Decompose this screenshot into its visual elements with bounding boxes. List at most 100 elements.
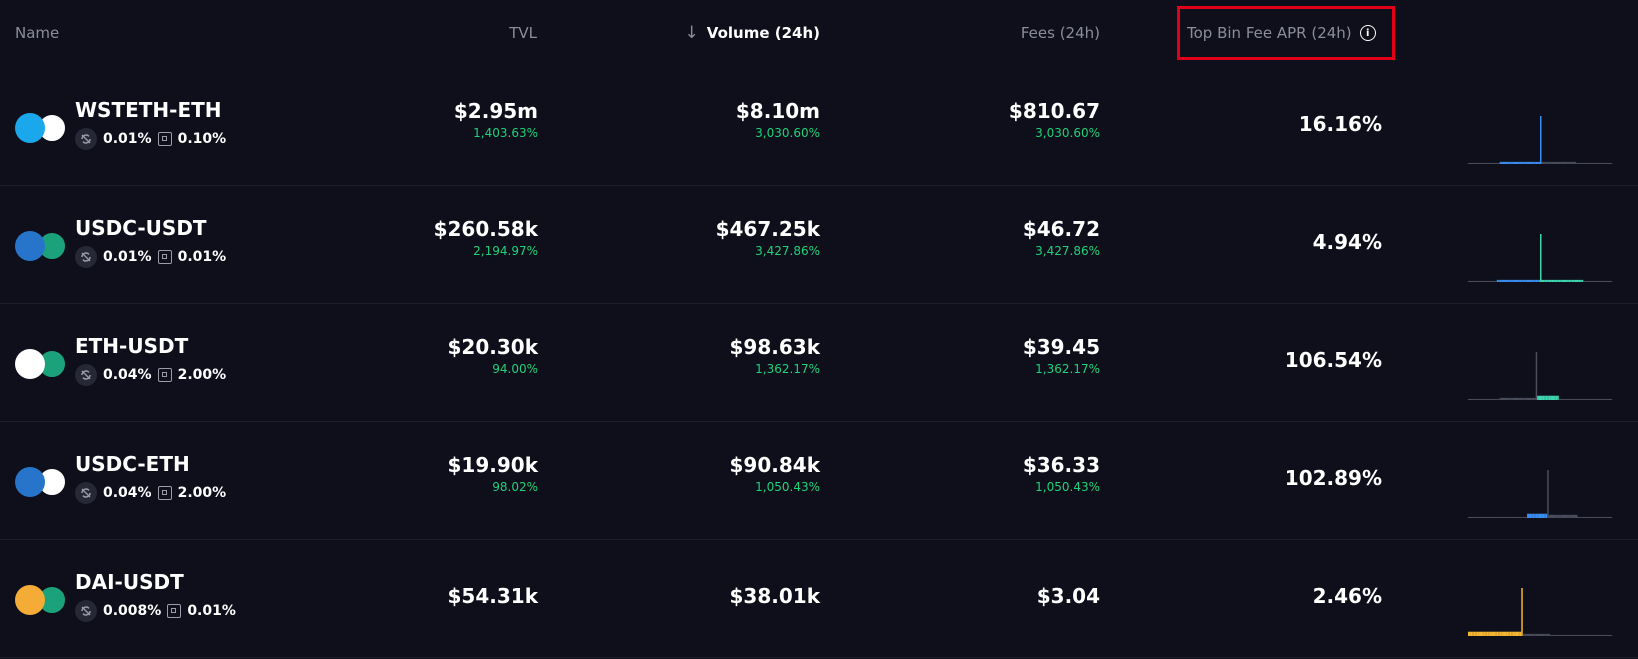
liquidity-bin xyxy=(1577,279,1579,282)
liquidity-bin xyxy=(1501,516,1503,518)
tvl-value: $19.90k xyxy=(447,453,538,477)
liquidity-bin xyxy=(1551,279,1554,282)
table-row[interactable]: USDC-USDT 0.01% 0.01% $260.58k 2,194.97%… xyxy=(0,186,1638,304)
arrow-down-icon: ↓ xyxy=(684,22,699,43)
liquidity-bin xyxy=(1499,397,1502,400)
liquidity-bin xyxy=(1529,397,1532,400)
liquidity-bin xyxy=(1594,398,1597,400)
liquidity-bin xyxy=(1495,516,1497,518)
liquidity-bin xyxy=(1563,279,1565,282)
liquidity-bin xyxy=(1550,514,1552,518)
dai-icon xyxy=(15,585,45,615)
liquidity-bin xyxy=(1512,516,1515,518)
liquidity-bin xyxy=(1610,634,1612,636)
pool-name[interactable]: USDC-ETH xyxy=(75,452,190,476)
token-pair-icons xyxy=(15,467,67,497)
pool-name[interactable]: WSTETH-ETH xyxy=(75,98,222,122)
column-header-fees[interactable]: Fees (24h) xyxy=(1020,24,1100,42)
column-header-name[interactable]: Name xyxy=(15,24,60,42)
liquidity-bin xyxy=(1534,161,1536,164)
liquidity-bin xyxy=(1607,516,1610,518)
liquidity-bin xyxy=(1576,514,1578,518)
liquidity-bin xyxy=(1588,516,1591,518)
liquidity-bin xyxy=(1491,516,1493,518)
table-row[interactable]: WSTETH-ETH 0.01% 0.10% $2.95m 1,403.63% … xyxy=(0,68,1638,186)
liquidity-bin xyxy=(1593,162,1595,164)
liquidity-bin xyxy=(1571,634,1574,636)
liquidity-bin xyxy=(1495,398,1497,400)
liquidity-bin xyxy=(1509,161,1512,164)
liquidity-bin xyxy=(1535,352,1538,400)
table-row[interactable]: DAI-USDT 0.008% 0.01% $54.31k $38.01k $3… xyxy=(0,540,1638,658)
liquidity-bin xyxy=(1468,631,1470,636)
liquidity-bin xyxy=(1599,280,1601,282)
liquidity-bin xyxy=(1486,280,1489,282)
liquidity-bin xyxy=(1512,631,1515,636)
liquidity-bin xyxy=(1505,516,1507,518)
liquidity-bin xyxy=(1597,162,1600,164)
liquidity-bin xyxy=(1538,395,1541,400)
liquidity-bin xyxy=(1485,280,1487,282)
pool-name[interactable]: DAI-USDT xyxy=(75,570,184,594)
tvl-value: $260.58k xyxy=(433,217,538,241)
liquidity-bin xyxy=(1483,631,1486,636)
liquidity-bin xyxy=(1480,280,1483,282)
liquidity-bin xyxy=(1472,398,1474,400)
liquidity-bin xyxy=(1493,516,1496,518)
liquidity-bin xyxy=(1512,161,1515,164)
liquidity-bin xyxy=(1564,398,1566,400)
liquidity-bin xyxy=(1518,161,1520,164)
liquidity-bin xyxy=(1531,633,1533,636)
liquidity-bin xyxy=(1518,397,1520,400)
liquidity-bin xyxy=(1473,516,1476,518)
liquidity-bin xyxy=(1547,161,1549,164)
column-header-apr-label: Top Bin Fee APR (24h) xyxy=(1187,24,1352,42)
table-row[interactable]: USDC-ETH 0.04% 2.00% $19.90k 98.02% $90.… xyxy=(0,422,1638,540)
liquidity-bin xyxy=(1584,280,1587,282)
liquidity-bin xyxy=(1499,161,1502,164)
liquidity-bin xyxy=(1472,162,1474,164)
liquidity-bin xyxy=(1597,398,1600,400)
liquidity-bin xyxy=(1544,513,1546,518)
liquidity-bin xyxy=(1541,513,1543,518)
liquidity-bin xyxy=(1540,116,1542,164)
liquidity-bin xyxy=(1535,161,1538,164)
liquidity-bin xyxy=(1483,280,1486,282)
pool-name[interactable]: ETH-USDT xyxy=(75,334,189,358)
column-header-tvl[interactable]: TVL xyxy=(509,24,537,42)
pool-name[interactable]: USDC-USDT xyxy=(75,216,207,240)
liquidity-bin xyxy=(1607,280,1610,282)
liquidity-bin xyxy=(1594,634,1597,636)
liquidity-bin xyxy=(1537,395,1539,400)
liquidity-bin xyxy=(1588,634,1591,636)
column-header-volume[interactable]: ↓ Volume (24h) xyxy=(685,24,820,42)
liquidity-bin xyxy=(1555,514,1558,518)
table-row[interactable]: ETH-USDT 0.04% 2.00% $20.30k 94.00% $98.… xyxy=(0,304,1638,422)
liquidity-bin xyxy=(1512,397,1515,400)
liquidity-bin xyxy=(1590,516,1592,518)
liquidity-bin xyxy=(1509,631,1512,636)
liquidity-bin xyxy=(1479,631,1482,636)
liquidity-bin xyxy=(1601,516,1604,518)
liquidity-bin xyxy=(1610,280,1612,282)
info-icon[interactable]: i xyxy=(1359,25,1376,41)
liquidity-bin xyxy=(1532,513,1535,518)
liquidity-bin xyxy=(1588,162,1591,164)
liquidity-bin xyxy=(1521,279,1523,282)
liquidity-bin xyxy=(1495,280,1497,282)
column-header-apr[interactable]: Top Bin Fee APR (24h) i xyxy=(1187,24,1376,42)
fees-value: $810.67 xyxy=(1008,99,1100,123)
base-fee: 0.04% xyxy=(103,367,152,383)
liquidity-bin xyxy=(1534,513,1536,518)
liquidity-bin xyxy=(1501,279,1503,282)
liquidity-bin xyxy=(1516,516,1519,518)
liquidity-bin xyxy=(1538,513,1541,518)
liquidity-bin xyxy=(1486,631,1489,636)
liquidity-bin xyxy=(1493,631,1496,636)
liquidity-bin xyxy=(1531,397,1533,400)
liquidity-bin xyxy=(1547,279,1549,282)
liquidity-bin xyxy=(1488,631,1490,636)
liquidity-bin xyxy=(1586,516,1588,518)
liquidity-bin xyxy=(1584,398,1587,400)
liquidity-bin xyxy=(1482,631,1484,636)
